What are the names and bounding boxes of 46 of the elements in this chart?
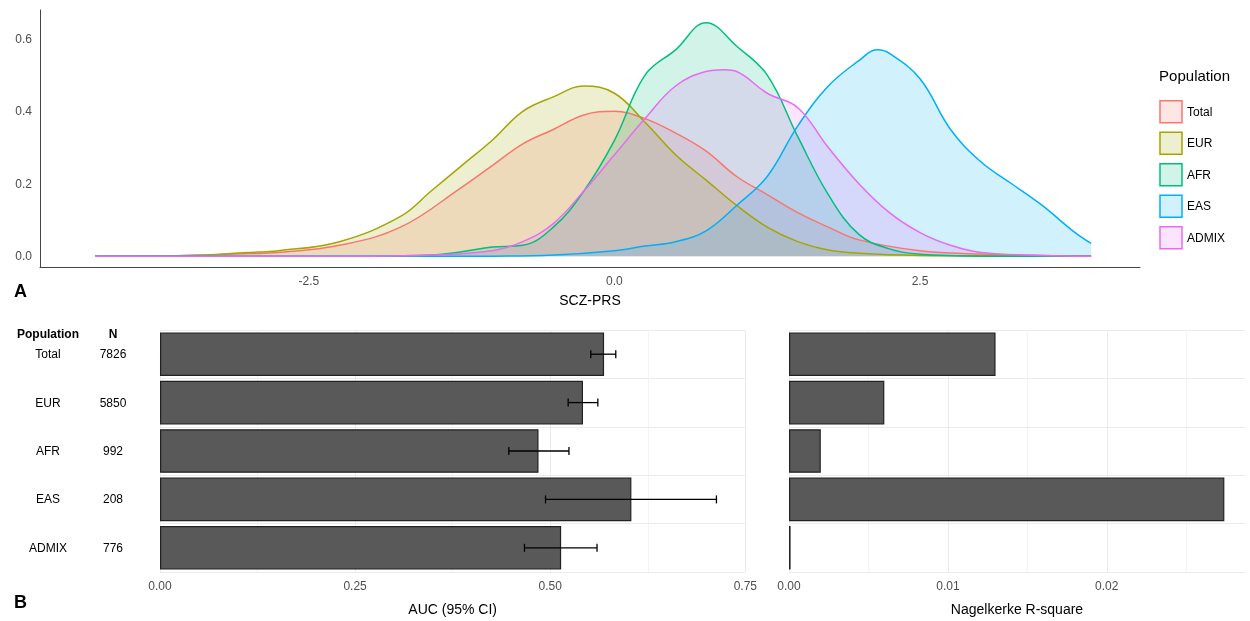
x-tick-label: 0.01 [936,579,960,593]
bar [789,380,885,425]
bar [160,332,605,376]
bar [160,477,632,522]
legend-label: AFR [1187,167,1212,182]
x-tick-label: 0.02 [1095,579,1119,593]
legend-label: Total [1187,104,1213,119]
x-tick-label: 0.25 [343,579,368,593]
text: A [14,281,27,301]
y-axis-title: Population [17,327,79,342]
bar [789,332,996,376]
y-tick-label: 0.4 [15,104,33,119]
y-tick-label: Total [35,347,61,362]
legend-label: EAS [1187,199,1212,214]
x-tick-label: -2.5 [298,274,320,288]
x-axis-title: SCZ-PRS [559,292,621,308]
bar [160,429,539,473]
y-tick-label: EAS [35,492,61,507]
y-tick-label: EUR [35,395,61,410]
text: 7826 [99,347,127,362]
y-tick-label: 0.6 [15,31,33,46]
bar [789,429,821,473]
y-tick-label: 0.2 [15,176,33,191]
legend-title: Population [1159,67,1231,84]
text: N [108,327,118,342]
text: 208 [102,492,124,507]
x-tick-label: 0.00 [777,579,801,593]
x-tick-label: 2.5 [911,274,929,288]
y-tick-label: 0.0 [15,249,33,264]
text: 992 [102,444,124,458]
x-tick-label: 0.50 [538,579,563,593]
x-tick-label: 0.0 [606,274,624,288]
y-tick-label: ADMIX [28,540,68,555]
text: 5850 [99,395,127,410]
bar [160,526,562,570]
text: 776 [102,540,124,555]
bar [789,477,1225,522]
y-tick-label: AFR [36,444,61,458]
x-axis-title: Nagelkerke R-square [950,601,1084,617]
legend-label: ADMIX [1187,230,1226,245]
bar [160,380,583,425]
legend-label: EUR [1187,136,1213,151]
x-tick-label: 0.75 [733,579,758,593]
text: B [14,592,27,612]
x-tick-label: 0.00 [148,579,172,593]
x-axis-title: AUC (95% CI) [408,601,497,617]
